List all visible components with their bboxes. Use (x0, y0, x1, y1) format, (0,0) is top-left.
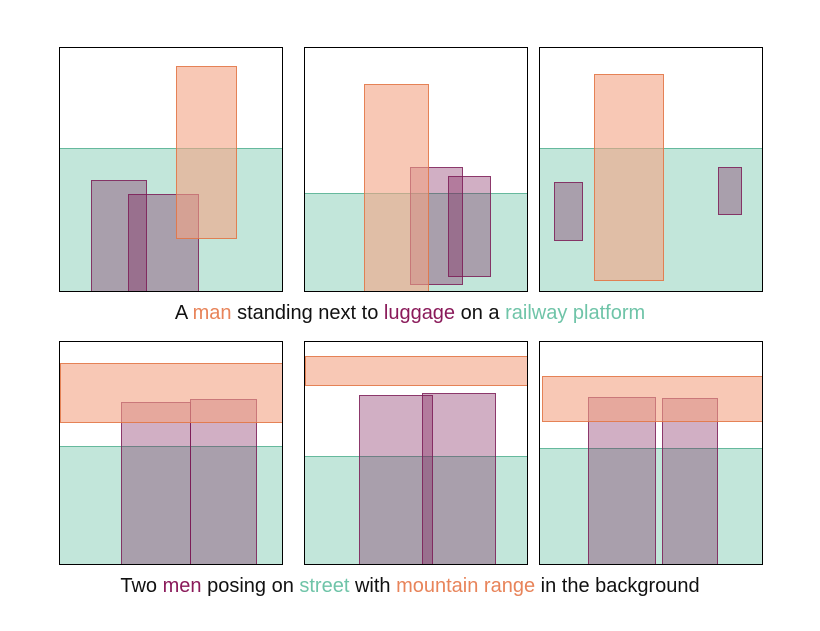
man-box (588, 397, 656, 564)
ground-region (305, 456, 527, 564)
layout-panel-5 (304, 341, 528, 565)
man-box (121, 402, 191, 564)
luggage-box (554, 182, 583, 241)
layout-panel-3 (539, 47, 763, 292)
caption-segment: luggage (383, 302, 456, 324)
luggage-box (91, 180, 147, 291)
man-box (364, 84, 429, 291)
caption-segment: in the background (535, 575, 700, 597)
man-box (359, 395, 433, 564)
luggage-box (448, 176, 491, 277)
caption-segment: standing next to (231, 302, 384, 324)
caption-segment: Two (120, 575, 163, 597)
man-box (176, 66, 237, 239)
caption-segment: man (192, 302, 232, 324)
caption-segment: with (349, 575, 397, 597)
layout-panel-1 (59, 47, 283, 292)
luggage-box (718, 167, 742, 215)
mountain-range-box (305, 356, 527, 386)
ground-region (60, 446, 282, 564)
caption-segment: men (162, 575, 202, 597)
layout-panel-2 (304, 47, 528, 292)
layout-panel-6 (539, 341, 763, 565)
man-box (190, 399, 257, 564)
caption-segment: railway platform (505, 302, 646, 324)
man-box (662, 398, 718, 564)
caption-segment: on a (455, 302, 506, 324)
ground-region (60, 148, 282, 291)
layout-panel-4 (59, 341, 283, 565)
caption-segment: posing on (201, 575, 300, 597)
caption-segment: A (174, 302, 193, 324)
man-box (422, 393, 496, 564)
caption-row-2: Two men posing on street with mountain r… (0, 575, 820, 598)
ground-region (540, 448, 762, 564)
mountain-range-box (542, 376, 762, 422)
caption-row-1: A man standing next to luggage on a rail… (0, 302, 820, 325)
mountain-range-box (60, 363, 282, 423)
caption-segment: mountain range (396, 575, 536, 597)
caption-segment: street (299, 575, 350, 597)
man-box (594, 74, 664, 281)
